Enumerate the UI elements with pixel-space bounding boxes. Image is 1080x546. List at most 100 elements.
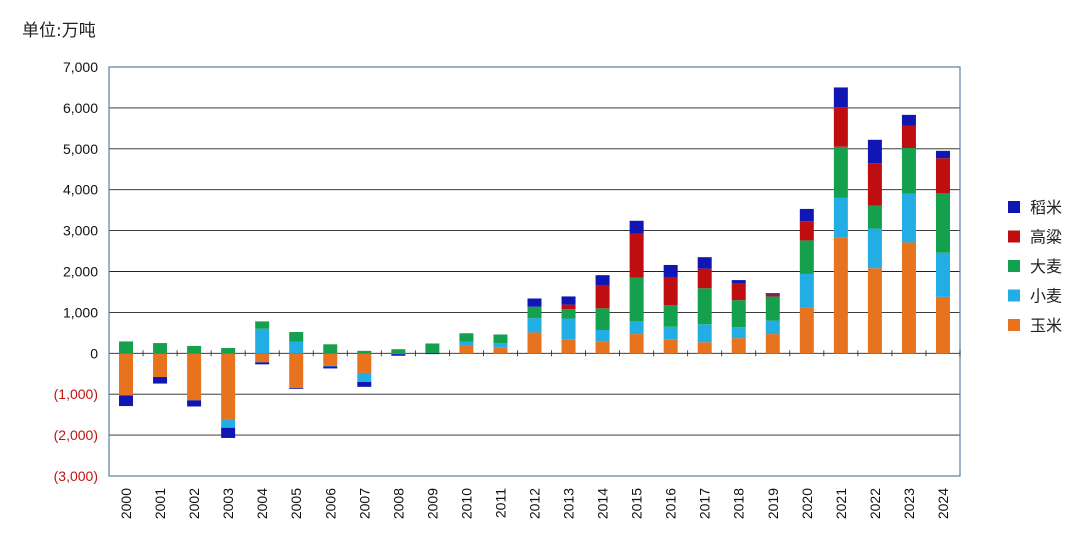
bar-segment xyxy=(527,332,542,354)
bar-segment xyxy=(935,193,950,253)
x-tick-label: 2003 xyxy=(220,488,236,519)
bar-segment xyxy=(799,240,814,274)
legend-label: 大麦 xyxy=(1030,257,1062,276)
bar-segment xyxy=(867,268,882,354)
legend-label: 小麦 xyxy=(1030,287,1062,306)
x-tick-label: 2013 xyxy=(561,488,577,519)
y-tick-label: 4,000 xyxy=(63,182,98,198)
bar-segment xyxy=(493,347,508,354)
bar-segment xyxy=(323,353,338,366)
bar-segment xyxy=(119,395,134,407)
bar-segment xyxy=(833,237,848,354)
bar-segment xyxy=(595,308,610,330)
bar-segment xyxy=(153,343,168,354)
x-tick-label: 2002 xyxy=(186,488,202,519)
bar-segment xyxy=(187,400,202,407)
y-tick-label: 0 xyxy=(90,345,98,361)
bar-segment xyxy=(697,268,712,289)
bar-segment xyxy=(799,307,814,354)
bar-segment xyxy=(935,150,950,159)
x-tick-label: 2019 xyxy=(765,488,781,519)
bar-segment xyxy=(799,221,814,241)
bar-segment xyxy=(153,377,168,384)
y-tick-label: (2,000) xyxy=(54,427,98,443)
bar-segment xyxy=(935,252,950,297)
legend-label: 高粱 xyxy=(1030,228,1062,247)
bar-segment xyxy=(289,341,304,354)
bar-segment xyxy=(765,296,780,321)
bar-segment xyxy=(629,233,644,278)
bar-segment xyxy=(459,345,474,354)
bar-segment xyxy=(833,197,848,238)
bar-segment xyxy=(561,304,576,310)
bar-segment xyxy=(255,321,270,329)
legend-swatch xyxy=(1008,230,1020,243)
y-tick-label: (1,000) xyxy=(54,386,98,402)
bar-segment xyxy=(867,228,882,269)
bar-segment xyxy=(799,273,814,308)
bar-segment xyxy=(357,381,372,387)
bar-segment xyxy=(595,275,610,286)
bar-segment xyxy=(255,328,270,354)
y-tick-label: 6,000 xyxy=(63,100,98,116)
bar-segment xyxy=(697,257,712,269)
bar-segment xyxy=(629,277,644,321)
grid-lines xyxy=(109,66,960,477)
x-tick-label: 2021 xyxy=(833,488,849,519)
bar-segment xyxy=(221,347,236,354)
legend-label: 玉米 xyxy=(1030,316,1062,335)
bar-segment xyxy=(629,220,644,234)
bar-segment xyxy=(595,285,610,309)
bar-segment xyxy=(663,264,678,278)
bar-segment xyxy=(629,320,644,335)
bar-segment xyxy=(901,114,916,126)
bar-segment xyxy=(935,158,950,194)
bar-segment xyxy=(391,353,406,355)
legend-label: 稻米 xyxy=(1030,198,1062,217)
x-tick-label: 2017 xyxy=(697,488,713,519)
bar-segment xyxy=(697,324,712,343)
bar-segment xyxy=(833,146,848,198)
bar-segment xyxy=(323,365,338,367)
x-tick-label: 2018 xyxy=(731,488,747,519)
bar-segment xyxy=(629,334,644,354)
bar-segment xyxy=(731,327,746,339)
bar-segment xyxy=(527,306,542,319)
bar-segment xyxy=(493,343,508,348)
legend-swatch xyxy=(1008,319,1020,331)
x-tick-label: 2023 xyxy=(901,488,917,519)
bar-segment xyxy=(731,280,746,284)
bar-segment xyxy=(901,193,916,243)
x-tick-label: 2016 xyxy=(663,488,679,519)
bar-segment xyxy=(459,341,474,346)
bar-segment xyxy=(119,353,134,396)
y-tick-label: 1,000 xyxy=(63,304,98,320)
bar-segment xyxy=(833,107,848,147)
bar-segment xyxy=(357,353,372,373)
bar-segment xyxy=(765,293,780,295)
y-tick-label: 5,000 xyxy=(63,141,98,157)
bar-segment xyxy=(697,288,712,325)
bar-segment xyxy=(765,320,780,335)
y-tick-label: 3,000 xyxy=(63,223,98,239)
bar-segment xyxy=(187,345,202,354)
bar-segment xyxy=(255,362,270,365)
x-tick-label: 2006 xyxy=(322,488,338,519)
bar-segment xyxy=(561,339,576,354)
bar-segment xyxy=(221,419,236,428)
x-axis-ticks: 2000 2001 2002 2003 2004 2005 2006 2007 2008 2009… xyxy=(118,488,951,519)
bar-segment xyxy=(527,318,542,333)
bar-segment xyxy=(663,339,678,354)
bar-segment xyxy=(323,344,338,354)
x-tick-label: 2020 xyxy=(799,488,815,519)
bar-segment xyxy=(935,296,950,354)
bar-segment xyxy=(323,366,338,369)
x-tick-label: 2012 xyxy=(527,488,543,519)
x-tick-label: 2001 xyxy=(152,488,168,519)
bar-segment xyxy=(595,329,610,342)
bar-segment xyxy=(561,318,576,340)
y-axis-ticks: 7,000 6,000 5,000 4,000 3,000 2,000 1,000 0 (1,0… xyxy=(54,59,99,484)
bar-segment xyxy=(901,147,916,194)
